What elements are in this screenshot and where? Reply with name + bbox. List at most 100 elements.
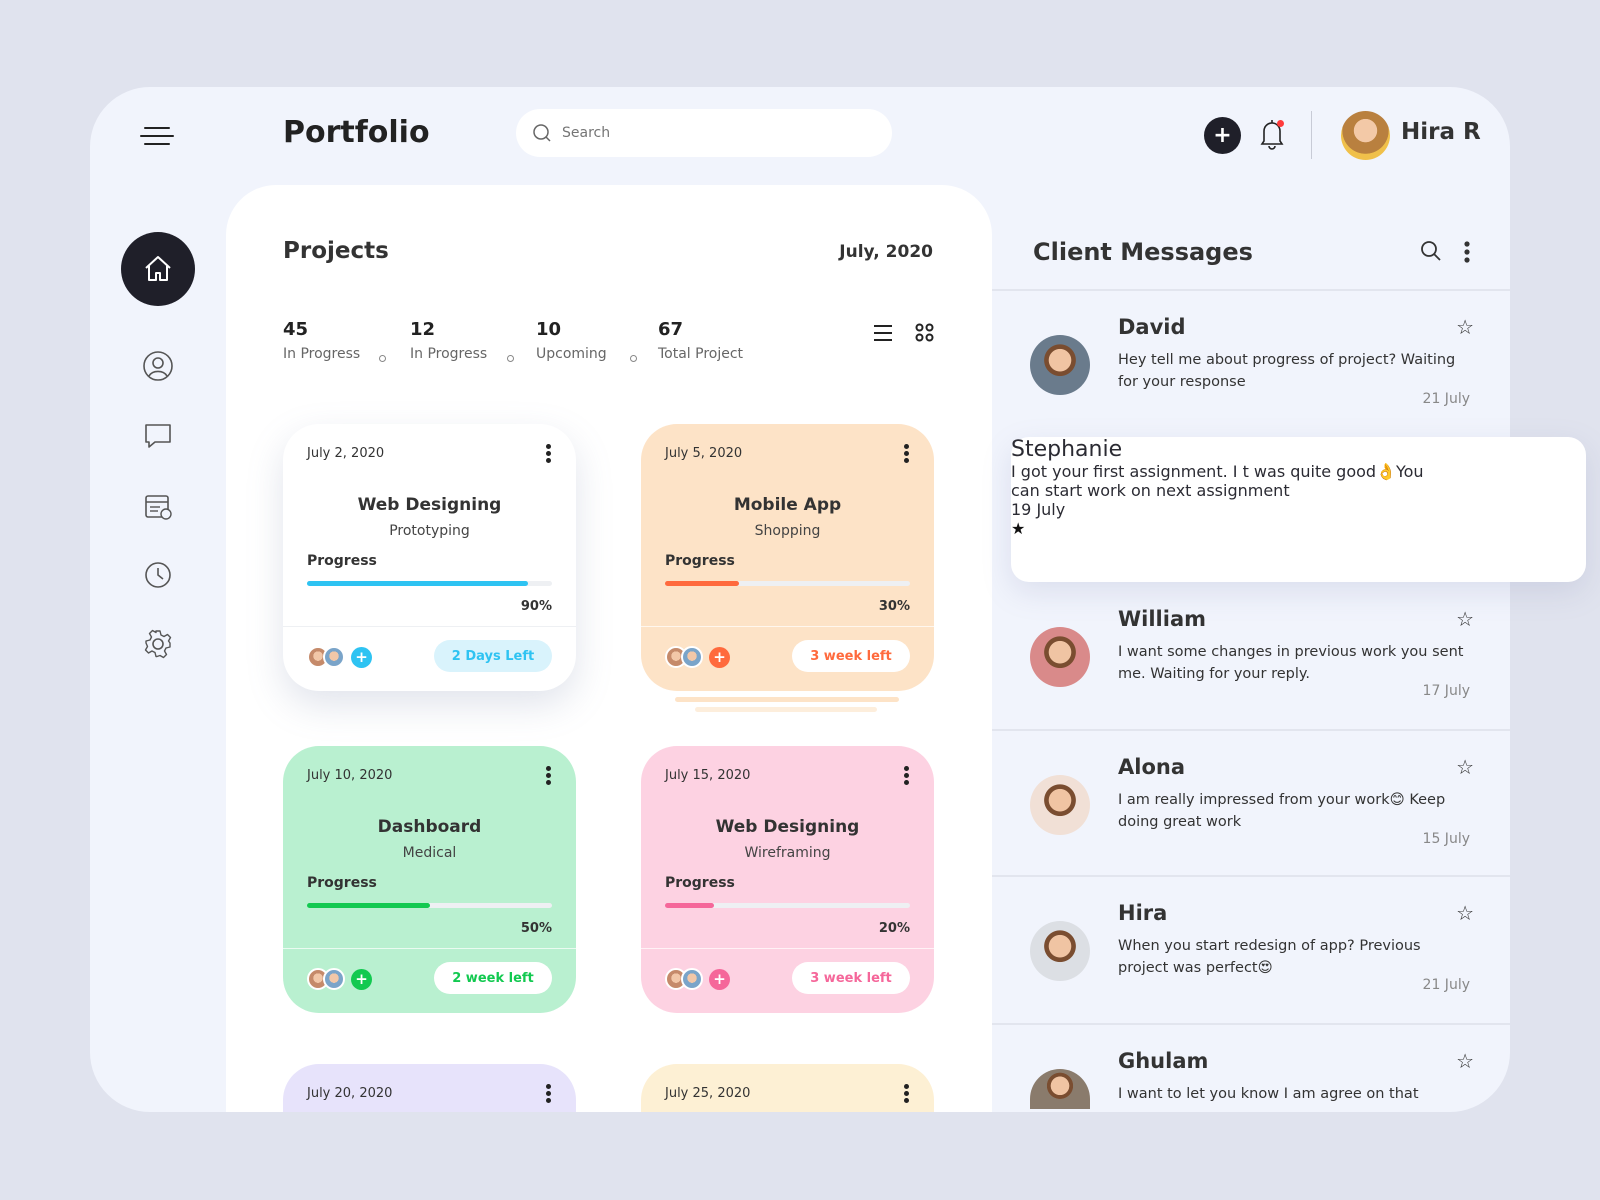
star-filled-icon[interactable]: ★	[1011, 519, 1026, 538]
sidebar-item-history[interactable]	[121, 538, 195, 612]
search-icon	[533, 124, 551, 142]
message-item[interactable]: Hira When you start redesign of app? Prev…	[992, 875, 1510, 1019]
progress-percent: 90%	[520, 599, 552, 614]
message-text: I am really impressed from your work😊 Ke…	[1118, 792, 1446, 830]
chat-icon	[145, 424, 171, 448]
messages-title: Client Messages	[1033, 238, 1253, 266]
card-divider	[641, 626, 934, 627]
message-item-active[interactable]: Stephanie I got your first assignment. I …	[1011, 437, 1586, 582]
add-member-button[interactable]: +	[709, 646, 730, 668]
project-card[interactable]: July 10, 2020 Dashboard Medical Progress 50%…	[283, 746, 576, 1013]
member-avatar	[323, 646, 345, 668]
user-name[interactable]: Hira R	[1401, 119, 1481, 145]
card-subtitle: Prototyping	[389, 523, 470, 539]
message-date: 17 July	[1422, 683, 1470, 699]
star-icon[interactable]: ☆	[1456, 1049, 1474, 1073]
project-card[interactable]: July 2, 2020 Web Designing Prototyping Prog…	[283, 424, 576, 691]
more-options-icon[interactable]	[546, 1084, 552, 1104]
project-card[interactable]: July 15, 2020 Web Designing Wireframing Pro…	[641, 746, 934, 1013]
home-icon	[145, 256, 171, 281]
notification-dot	[1277, 120, 1284, 127]
star-icon[interactable]: ☆	[1456, 755, 1474, 779]
grid-view-icon[interactable]	[915, 323, 935, 343]
bell-icon	[1260, 120, 1284, 150]
time-left-badge[interactable]: 2 week left	[434, 962, 552, 994]
project-card[interactable]: July 25, 2020	[641, 1064, 934, 1112]
progress-fill	[307, 903, 430, 908]
message-item[interactable]: Ghulam I want to let you know I am agree …	[992, 1023, 1510, 1112]
add-member-button[interactable]: +	[709, 968, 730, 990]
card-date: July 15, 2020	[665, 768, 751, 783]
stat-total-project: 67 Total Project	[658, 319, 744, 362]
more-options-icon[interactable]	[1463, 240, 1471, 264]
card-subtitle: Medical	[402, 845, 457, 861]
client-messages-panel: Client Messages David Hey tell me about p…	[992, 185, 1510, 1112]
more-options-icon[interactable]	[904, 444, 910, 464]
search-input[interactable]	[562, 125, 862, 141]
stat-upcoming: 10 Upcoming	[536, 319, 607, 362]
card-title: Web Designing	[715, 817, 860, 837]
progress-label: Progress	[665, 875, 735, 891]
client-name: Stephanie	[1011, 437, 1123, 462]
star-icon[interactable]: ☆	[1456, 901, 1474, 925]
member-avatars: +	[665, 646, 730, 668]
projects-title: Projects	[283, 238, 389, 264]
card-divider	[283, 626, 576, 627]
more-options-icon[interactable]	[546, 766, 552, 786]
client-avatar	[1030, 335, 1090, 395]
message-date: 19 July	[1011, 500, 1066, 519]
progress-fill	[665, 581, 739, 586]
project-card[interactable]: July 20, 2020	[283, 1064, 576, 1112]
progress-percent: 30%	[878, 599, 910, 614]
sidebar-item-messages[interactable]	[121, 399, 195, 473]
card-title: Web Designing	[357, 495, 502, 515]
member-avatar	[323, 968, 345, 990]
time-left-badge[interactable]: 3 week left	[792, 640, 910, 672]
progress-label: Progress	[307, 875, 377, 891]
project-card[interactable]: July 5, 2020 Mobile App Shopping Progress 30…	[641, 424, 934, 691]
stack-shadow	[675, 697, 899, 702]
card-date: July 10, 2020	[307, 768, 393, 783]
message-date: 21 July	[1422, 977, 1470, 993]
card-subtitle: Wireframing	[744, 845, 831, 861]
star-icon[interactable]: ☆	[1456, 607, 1474, 631]
clock-icon	[145, 562, 171, 588]
list-view-icon[interactable]	[873, 324, 893, 342]
notifications-button[interactable]	[1259, 117, 1285, 155]
progress-label: Progress	[307, 553, 377, 569]
progress-percent: 20%	[878, 921, 910, 936]
client-avatar	[1030, 921, 1090, 981]
add-member-button[interactable]: +	[351, 646, 372, 668]
member-avatar	[681, 968, 703, 990]
menu-icon[interactable]	[140, 127, 174, 147]
separator-dot	[379, 355, 386, 362]
add-button[interactable]: +	[1204, 117, 1241, 154]
time-left-badge[interactable]: 2 Days Left	[434, 640, 552, 672]
more-options-icon[interactable]	[546, 444, 552, 464]
calendar-icon	[145, 495, 172, 520]
message-item[interactable]: David Hey tell me about progress of proje…	[992, 289, 1510, 433]
time-left-badge[interactable]: 3 week left	[792, 962, 910, 994]
search-icon[interactable]	[1420, 240, 1442, 262]
message-item[interactable]: William I want some changes in previous w…	[992, 583, 1510, 727]
sidebar-item-profile[interactable]	[121, 329, 195, 403]
card-date: July 20, 2020	[307, 1086, 393, 1101]
projects-date[interactable]: July, 2020	[839, 242, 933, 262]
client-name: William	[1118, 607, 1207, 631]
card-date: July 5, 2020	[665, 446, 743, 461]
settings-icon	[144, 629, 172, 659]
more-options-icon[interactable]	[904, 766, 910, 786]
divider	[1311, 111, 1312, 159]
search-bar[interactable]	[516, 109, 892, 157]
sidebar-item-settings[interactable]	[121, 607, 195, 681]
progress-fill	[307, 581, 528, 586]
sidebar-item-home[interactable]	[121, 232, 195, 306]
star-icon[interactable]: ☆	[1456, 315, 1474, 339]
message-item[interactable]: Alona I am really impressed from your wor…	[992, 729, 1510, 873]
add-member-button[interactable]: +	[351, 968, 372, 990]
card-date: July 25, 2020	[665, 1086, 751, 1101]
sidebar-item-calendar[interactable]	[121, 469, 195, 543]
more-options-icon[interactable]	[904, 1084, 910, 1104]
progress-bar	[665, 581, 910, 586]
user-avatar[interactable]	[1341, 111, 1390, 160]
